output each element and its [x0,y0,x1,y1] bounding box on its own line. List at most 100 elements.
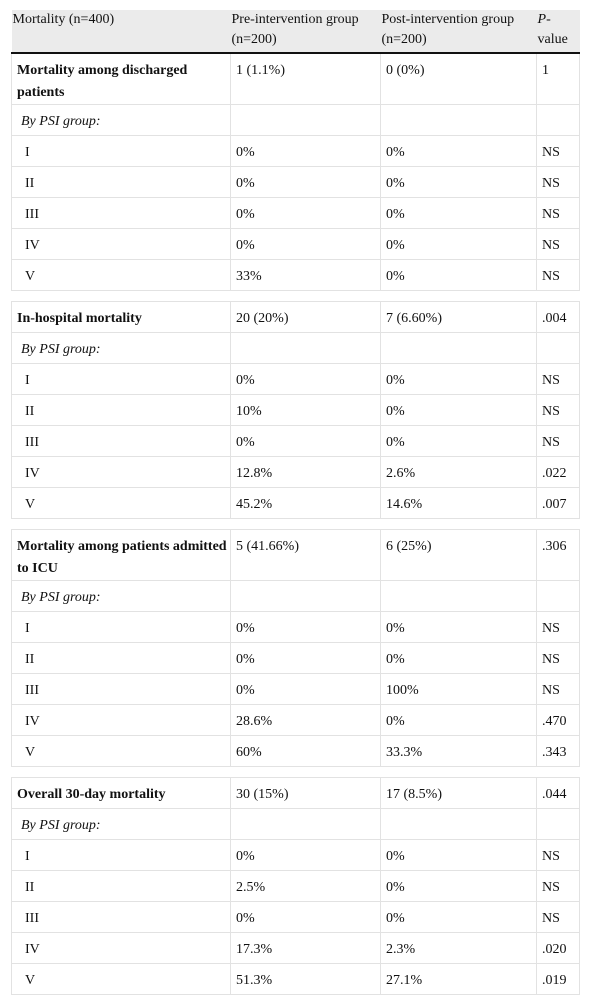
table-row: IV 12.8% 2.6% .022 [11,456,580,488]
table-cell: 12.8% [230,456,381,488]
mortality-table: Mortality (n=400) Pre-intervention group… [11,10,580,995]
table-cell: 0% [380,259,537,291]
table-cell: 7 (6.60%) [380,301,537,333]
table-cell: NS [536,394,580,426]
table-row: II 0% 0% NS [11,166,580,198]
table-cell: IV [11,932,231,964]
table-cell: 45.2% [230,487,381,519]
table-cell: 14.6% [380,487,537,519]
table-cell: 2.6% [380,456,537,488]
table-cell: 0% [380,704,537,736]
table-cell: II [11,166,231,198]
table-cell: NS [536,259,580,291]
table-cell: V [11,735,231,767]
table-cell: 0% [380,166,537,198]
table-cell: Overall 30-day mortality [11,777,231,809]
table-cell: 2.3% [380,932,537,964]
table-cell: 0% [230,642,381,674]
table-cell: I [11,611,231,643]
table-cell: By PSI group: [11,808,231,840]
table-cell: III [11,673,231,705]
table-cell [230,580,381,612]
table-cell: 0% [380,394,537,426]
table-cell: In-hospital mortality [11,301,231,333]
table-row: V 51.3% 27.1% .019 [11,963,580,995]
table-cell: .044 [536,777,580,809]
table-cell: .004 [536,301,580,333]
table-cell: Mortality among patients admitted to ICU [11,529,231,581]
table-row: Mortality among patients admitted to ICU… [11,529,580,581]
header-cell: Post-intervention group (n=200) [380,10,537,54]
table-cell: By PSI group: [11,332,231,364]
table-cell [536,808,580,840]
table-cell: 0% [230,611,381,643]
table-row: III 0% 0% NS [11,197,580,229]
table-row: I 0% 0% NS [11,363,580,395]
table-cell: NS [536,870,580,902]
table-cell: II [11,394,231,426]
table-row: V 60% 33.3% .343 [11,735,580,767]
table-cell: NS [536,642,580,674]
table-cell: 0% [230,197,381,229]
table-cell [230,104,381,136]
table-cell: 28.6% [230,704,381,736]
table-cell: NS [536,901,580,933]
table-cell [380,518,537,530]
table-cell: 0% [230,901,381,933]
table-cell: 0% [230,228,381,260]
table-row: In-hospital mortality 20 (20%) 7 (6.60%) .0… [11,301,580,333]
table-cell: 0 (0%) [380,53,537,105]
table-cell: I [11,135,231,167]
table-cell: 0% [230,135,381,167]
table-cell: II [11,870,231,902]
table-row: V 33% 0% NS [11,259,580,291]
table-cell [230,290,381,302]
table-cell: NS [536,673,580,705]
table-cell: NS [536,611,580,643]
table-row: I 0% 0% NS [11,611,580,643]
table-cell: NS [536,197,580,229]
table-cell: 17.3% [230,932,381,964]
table-cell [536,766,580,778]
table-cell: 20 (20%) [230,301,381,333]
table-row: II 10% 0% NS [11,394,580,426]
table-cell: 1 [536,53,580,105]
table-cell [536,104,580,136]
table-cell: V [11,963,231,995]
table-row: Mortality among discharged patients 1 (1.… [11,53,580,105]
table-cell [11,766,231,778]
table-row: Overall 30-day mortality 30 (15%) 17 (8.5%… [11,777,580,809]
header-cell: Mortality (n=400) [11,10,231,54]
table-cell: IV [11,228,231,260]
table-cell: 33% [230,259,381,291]
table-cell: 0% [230,673,381,705]
table-row: V 45.2% 14.6% .007 [11,487,580,519]
table-row: I 0% 0% NS [11,839,580,871]
table-cell [380,808,537,840]
table-cell: III [11,901,231,933]
header-row: Mortality (n=400) Pre-intervention group… [11,10,580,54]
table-cell [230,518,381,530]
table-cell: NS [536,425,580,457]
table-cell [230,808,381,840]
table-cell: 17 (8.5%) [380,777,537,809]
table-row [11,766,580,778]
table-cell: 2.5% [230,870,381,902]
table-cell: I [11,363,231,395]
table-cell: 0% [230,363,381,395]
p-italic: P [537,12,547,27]
table-cell: By PSI group: [11,580,231,612]
table-cell: .020 [536,932,580,964]
table-cell: 0% [380,425,537,457]
table-cell [380,332,537,364]
table-cell: 0% [230,839,381,871]
table-cell [230,766,381,778]
table-cell: III [11,425,231,457]
table-cell [380,766,537,778]
table-cell: 6 (25%) [380,529,537,581]
table-cell: 0% [380,642,537,674]
table-cell: 30 (15%) [230,777,381,809]
table-row: IV 17.3% 2.3% .020 [11,932,580,964]
table-cell: 1 (1.1%) [230,53,381,105]
